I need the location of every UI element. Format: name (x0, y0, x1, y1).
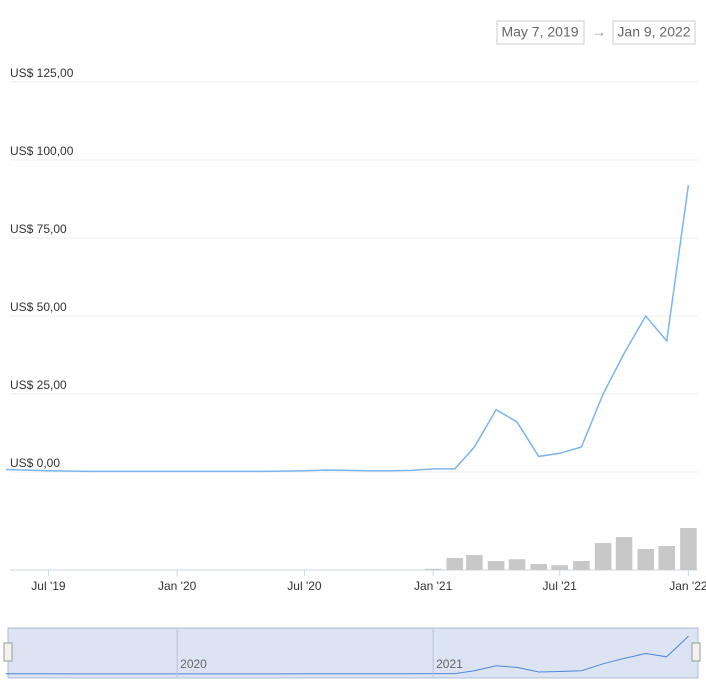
x-tick-label: Jul '20 (287, 579, 322, 593)
volume-bar (615, 537, 633, 570)
x-tick-label: Jan '21 (414, 579, 453, 593)
volume-bar (466, 555, 483, 570)
y-tick-label: US$ 0,00 (10, 456, 60, 470)
volume-bar (637, 549, 655, 570)
volume-bar (594, 543, 612, 570)
range-end-box[interactable] (612, 20, 696, 45)
x-tick-label: Jul '19 (31, 579, 66, 593)
range-start[interactable]: May 7, 2019 (501, 24, 578, 40)
navigator[interactable] (7, 627, 699, 679)
volume-bar (551, 565, 569, 570)
volume-bar (508, 559, 526, 570)
y-tick-label: US$ 100,00 (10, 144, 74, 158)
navigator-handle[interactable] (3, 642, 13, 662)
volume-bar (658, 546, 676, 570)
x-tick-label: Jan '22 (669, 579, 706, 593)
navigator-label: 2021 (436, 657, 463, 671)
price-line (5, 184, 690, 473)
y-tick-label: US$ 75,00 (10, 222, 67, 236)
volume-bar (530, 564, 548, 570)
range-separator: → (592, 24, 606, 40)
x-tick-label: Jan '20 (158, 579, 197, 593)
volume-bar (424, 568, 442, 570)
volume-bar (573, 561, 590, 570)
y-tick-label: US$ 125,00 (10, 66, 74, 80)
x-tick-label: Jul '21 (543, 579, 578, 593)
navigator-handle[interactable] (691, 642, 701, 662)
y-tick-label: US$ 25,00 (10, 378, 67, 392)
volume-bar (487, 561, 505, 570)
volume-bar (680, 528, 697, 570)
range-end[interactable]: Jan 9, 2022 (617, 24, 690, 40)
navigator-label: 2020 (180, 657, 207, 671)
volume-bar (446, 558, 464, 570)
range-start-box[interactable] (496, 20, 585, 45)
navigator-line (5, 635, 689, 675)
y-tick-label: US$ 50,00 (10, 300, 67, 314)
